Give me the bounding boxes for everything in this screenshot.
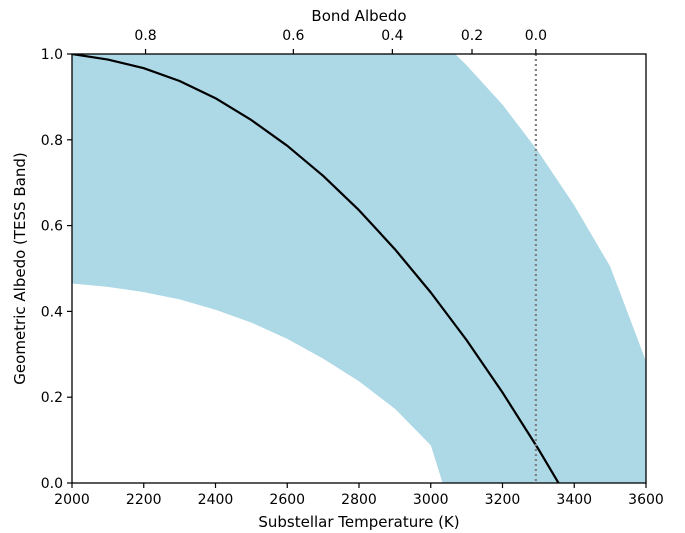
x-tick-label: 2800: [341, 492, 377, 508]
y-tick-label: 0.4: [41, 304, 63, 320]
x-tick-label: 2600: [269, 492, 305, 508]
y-axis-left: 0.0 0.2 0.4 0.6 0.8 1.0: [41, 47, 72, 492]
y-tick-label: 0.0: [41, 476, 63, 492]
uncertainty-band: [72, 54, 646, 483]
top-axis-title: Bond Albedo: [311, 7, 406, 25]
top-tick-label: 0.8: [134, 28, 156, 44]
y-axis-title: Geometric Albedo (TESS Band): [11, 152, 29, 384]
top-tick-label: 0.2: [461, 28, 483, 44]
x-tick-label: 3000: [413, 492, 449, 508]
x-tick-label: 2000: [54, 492, 90, 508]
y-tick-label: 1.0: [41, 47, 63, 63]
y-tick-label: 0.8: [41, 133, 63, 149]
x-tick-label: 2200: [126, 492, 162, 508]
top-tick-label: 0.4: [381, 28, 403, 44]
top-tick-label: 0.0: [525, 28, 547, 44]
model-curve: [72, 54, 560, 483]
x-tick-label: 2400: [198, 492, 234, 508]
x-axis-top: 0.8 0.6 0.4 0.2 0.0: [134, 28, 547, 54]
top-tick-label: 0.6: [282, 28, 304, 44]
y-tick-label: 0.2: [41, 390, 63, 406]
x-tick-label: 3400: [556, 492, 592, 508]
plot-area: [72, 54, 646, 483]
x-tick-label: 3200: [485, 492, 521, 508]
y-tick-label: 0.6: [41, 219, 63, 235]
x-tick-label: 3600: [628, 492, 664, 508]
x-axis-bottom: 2000 2200 2400 2600 2800 3000 3200 3400 3600: [54, 483, 664, 508]
x-axis-title: Substellar Temperature (K): [258, 513, 459, 531]
